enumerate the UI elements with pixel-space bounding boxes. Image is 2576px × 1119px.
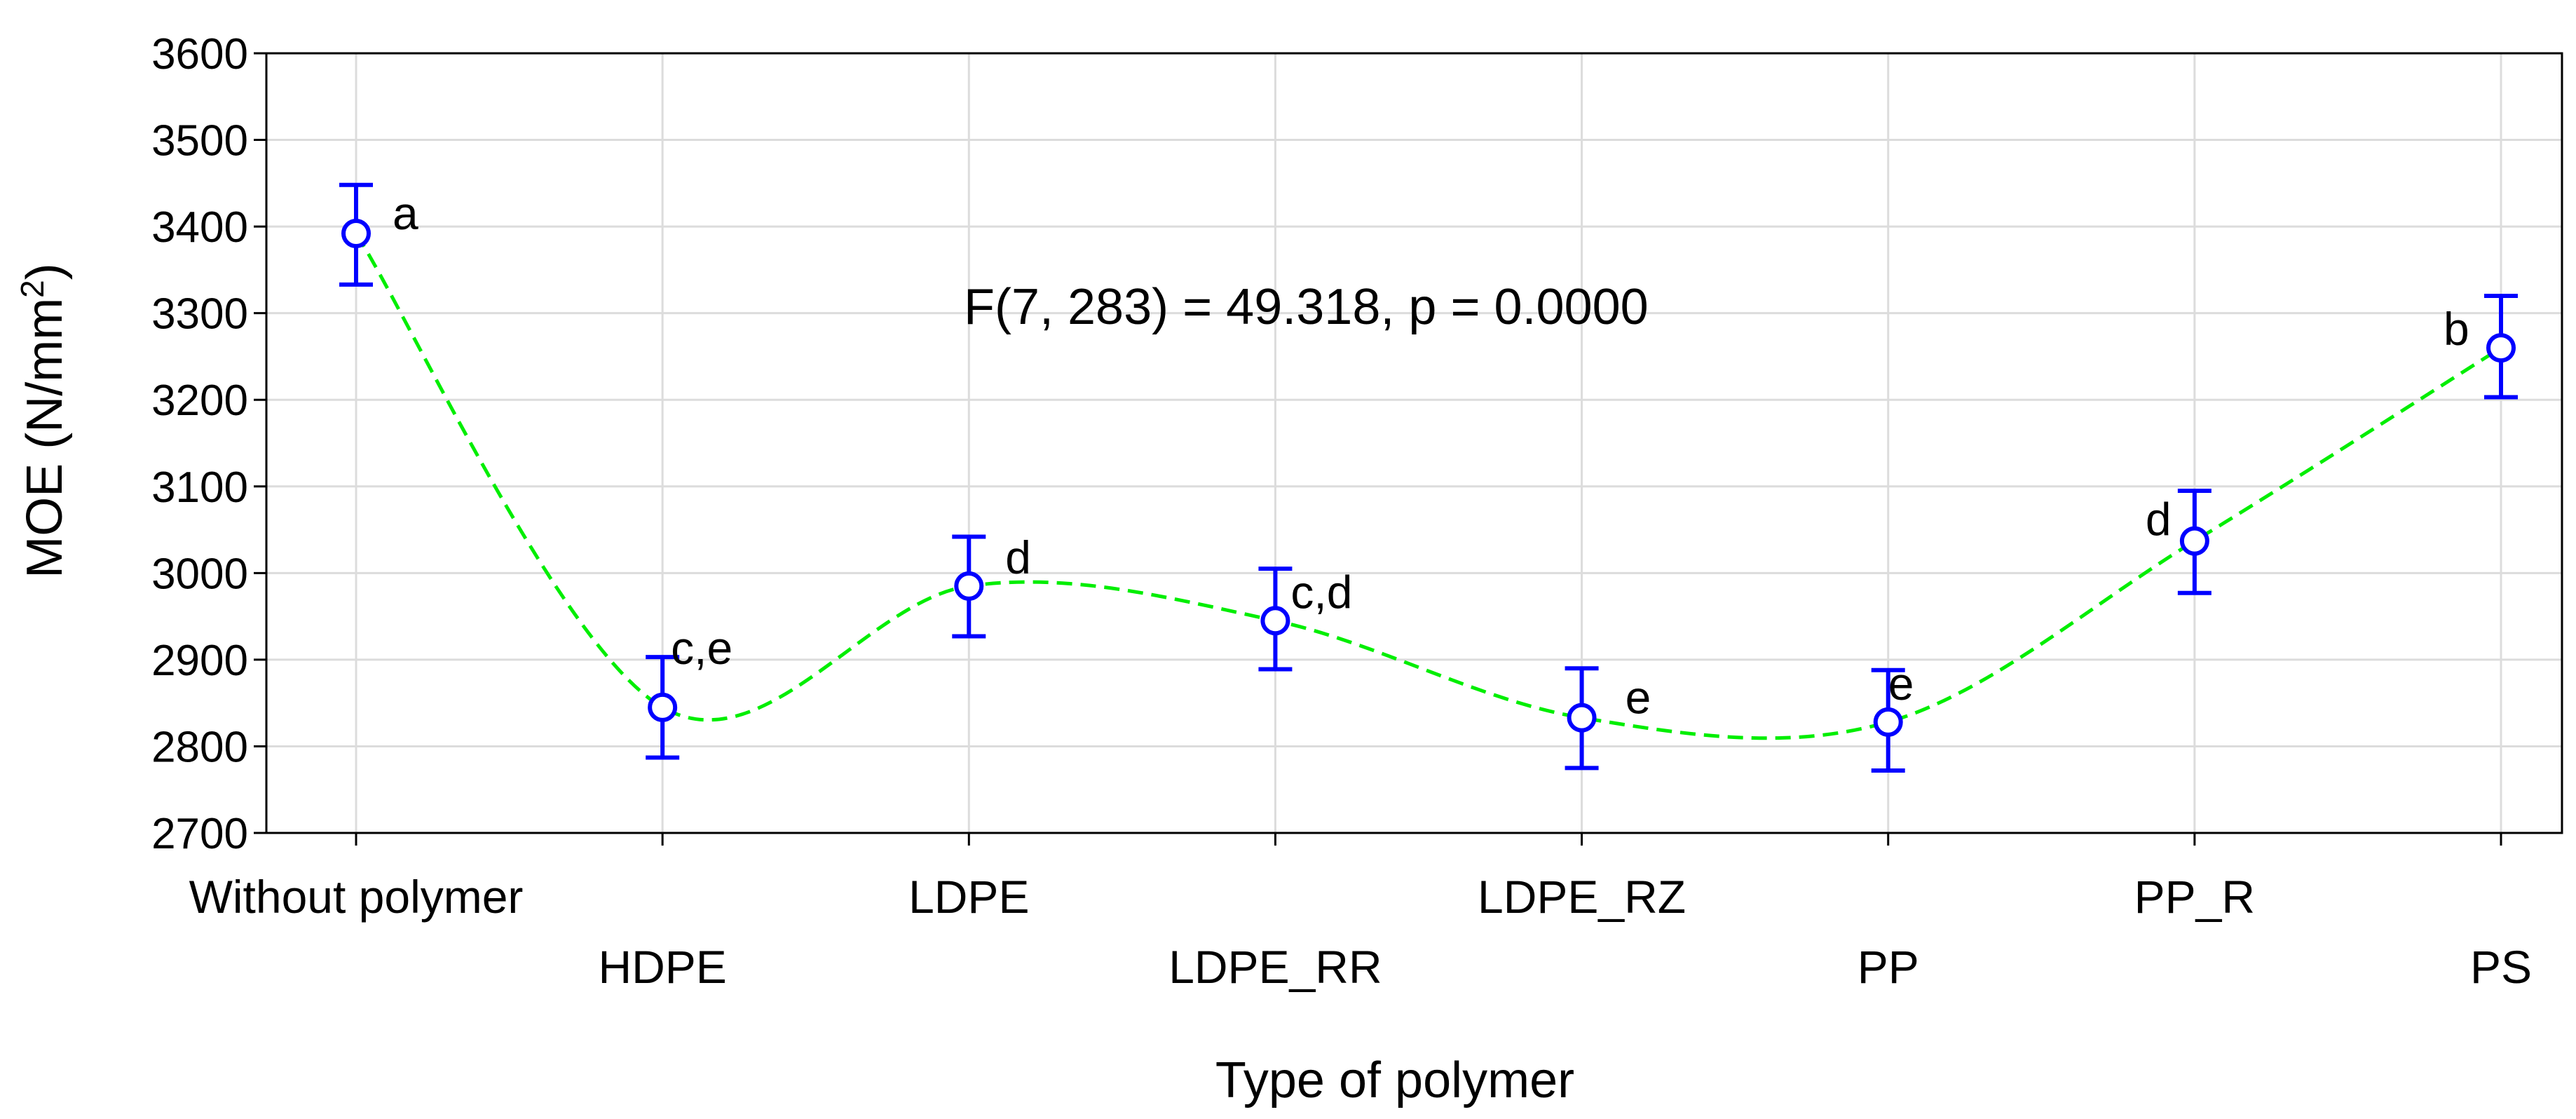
group-letter-label: b — [2444, 303, 2469, 355]
group-letter-label: e — [1626, 672, 1651, 724]
x-tick-label: LDPE — [908, 871, 1029, 923]
x-axis-ticks: Without polymer HDPE LDPE LDPE_RR LDPE_RZ PP P… — [189, 833, 2532, 993]
mean-point — [954, 571, 984, 601]
x-axis-title: Type of polymer — [1215, 1052, 1574, 1108]
y-tick-label: 2800 — [151, 723, 248, 771]
y-tick-label: 3100 — [151, 463, 248, 512]
y-tick-label: 3300 — [151, 290, 248, 339]
series-layer: a c,e d c,d e e d b — [339, 182, 2518, 773]
y-axis-title-main: MOE (N/mm — [17, 298, 73, 578]
y-tick-label: 3600 — [151, 30, 248, 79]
y-axis-ticks: 2700 2800 2900 3000 3100 3200 3300 3400 3500 3600 — [151, 30, 266, 858]
x-tick-label: Without polymer — [189, 871, 524, 923]
y-tick-label: 3400 — [151, 203, 248, 252]
y-tick-label: 2700 — [151, 810, 248, 858]
mean-point — [648, 692, 678, 722]
group-letter-label: e — [1888, 658, 1914, 710]
y-tick-label: 3000 — [151, 550, 248, 598]
mean-point — [341, 218, 371, 248]
mean-point — [1567, 703, 1597, 733]
anova-annotation: F(7, 283) = 49.318, p = 0.0000 — [964, 279, 1649, 335]
x-tick-label: HDPE — [598, 941, 726, 993]
group-letter-label: a — [393, 187, 418, 239]
mean-point — [2486, 333, 2516, 363]
plot-frame — [265, 52, 2563, 834]
y-axis-title-close: ) — [17, 263, 73, 280]
group-letter-label: c,d — [1290, 566, 1352, 618]
y-tick-label: 3500 — [151, 117, 248, 165]
mean-point — [1873, 707, 1903, 737]
mean-point — [1260, 606, 1290, 636]
group-letter-label: c,e — [671, 622, 732, 674]
x-tick-label: PS — [2470, 941, 2532, 993]
y-tick-label: 2900 — [151, 637, 248, 685]
x-tick-label: LDPE_RZ — [1478, 871, 1686, 923]
x-tick-label: PP_R — [2134, 871, 2255, 923]
y-axis-title-superscript: 2 — [14, 280, 50, 298]
mean-point — [2179, 526, 2209, 556]
x-tick-label: PP — [1858, 941, 1919, 993]
group-letter-label: d — [2146, 494, 2172, 545]
y-tick-label: 3200 — [151, 377, 248, 425]
group-letter-label: d — [1005, 531, 1031, 583]
y-axis-title: MOE (N/mm2) — [14, 263, 73, 578]
x-tick-label: LDPE_RR — [1168, 941, 1382, 993]
mean-trend-line — [354, 232, 2502, 740]
